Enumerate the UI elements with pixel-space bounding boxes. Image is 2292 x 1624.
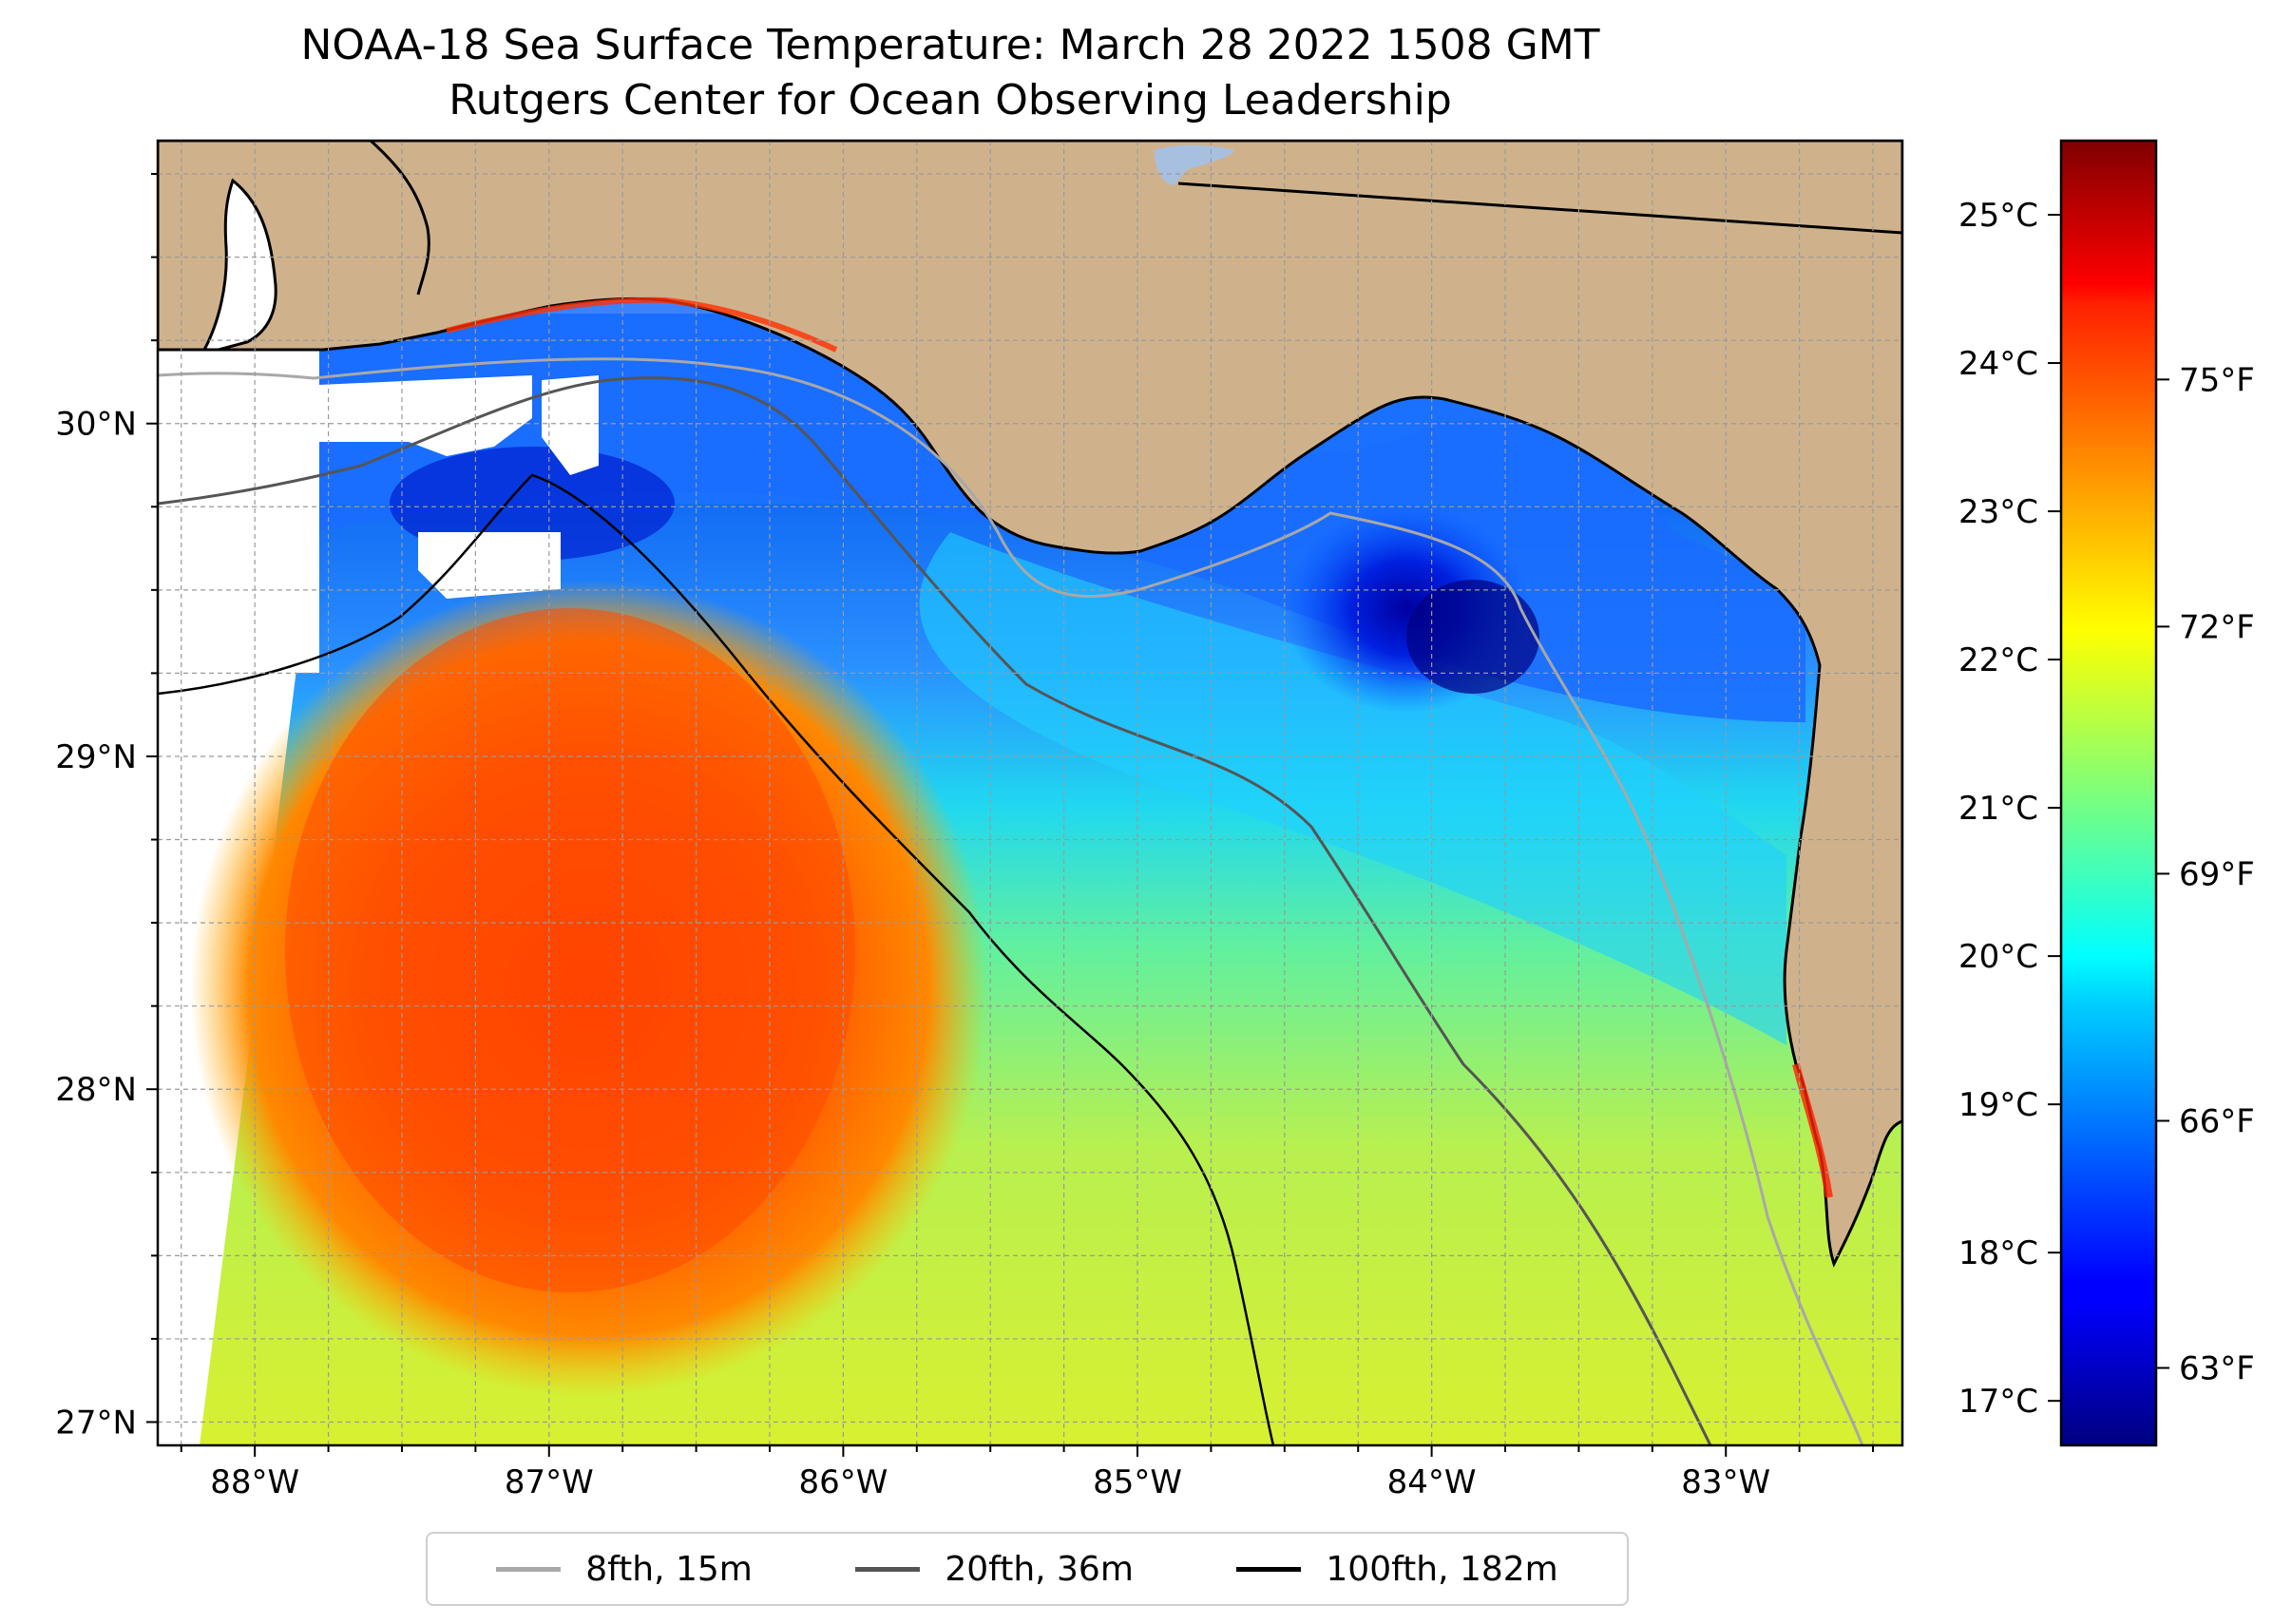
isobath-20fth bbox=[158, 375, 1712, 1445]
fahrenheit-tick-label: 66°F bbox=[2179, 1102, 2255, 1140]
lat-tick-label: 28°N bbox=[55, 1071, 137, 1109]
colorbar-celsius-axis: 17°C 18°C 19°C 20°C 21°C 22°C 23°C 24°C 25°C bbox=[1958, 197, 2061, 1421]
legend-label-8fth: 8fth, 15m bbox=[585, 1549, 753, 1589]
fahrenheit-tick-label: 75°F bbox=[2179, 361, 2255, 399]
state-boundary bbox=[1177, 182, 1902, 235]
title-line-2: Rutgers Center for Ocean Observing Leade… bbox=[449, 76, 1452, 124]
lon-tick-label: 85°W bbox=[1093, 1463, 1182, 1501]
map-frame bbox=[156, 139, 1904, 1447]
lake bbox=[1155, 144, 1235, 185]
colorbar-fahrenheit-axis: 63°F 66°F 69°F 72°F 75°F bbox=[2156, 361, 2255, 1388]
colorbar bbox=[2059, 139, 2158, 1447]
fahrenheit-tick-label: 69°F bbox=[2179, 855, 2255, 893]
celsius-tick-label: 22°C bbox=[1958, 641, 2038, 679]
celsius-tick-label: 23°C bbox=[1958, 493, 2038, 531]
celsius-tick-label: 20°C bbox=[1958, 938, 2038, 976]
lat-tick-label: 29°N bbox=[55, 738, 137, 776]
celsius-tick-label: 19°C bbox=[1958, 1086, 2038, 1124]
lon-tick-label: 86°W bbox=[798, 1463, 888, 1501]
isobath-8fth bbox=[158, 357, 1864, 1445]
title-line-1: NOAA-18 Sea Surface Temperature: March 2… bbox=[300, 21, 1600, 69]
legend-swatch-100fth bbox=[1236, 1566, 1302, 1572]
fahrenheit-tick-label: 72°F bbox=[2179, 608, 2255, 646]
legend-swatch-8fth bbox=[496, 1566, 562, 1572]
legend-label-20fth: 20fth, 36m bbox=[945, 1549, 1134, 1589]
celsius-tick-label: 21°C bbox=[1958, 790, 2038, 828]
lon-tick-label: 88°W bbox=[210, 1463, 299, 1501]
isobath-100fth bbox=[158, 473, 1275, 1445]
lat-tick-label: 30°N bbox=[55, 406, 137, 444]
celsius-tick-label: 18°C bbox=[1958, 1234, 2038, 1272]
lon-tick-label: 84°W bbox=[1387, 1463, 1477, 1501]
lon-tick-label: 87°W bbox=[505, 1463, 594, 1501]
celsius-tick-label: 25°C bbox=[1958, 197, 2038, 235]
sst-field bbox=[158, 141, 1902, 1445]
lon-tick-label: 83°W bbox=[1681, 1463, 1770, 1501]
latitude-axis: 27°N 28°N 29°N 30°N bbox=[55, 173, 158, 1442]
legend-item-100fth: 100fth, 182m bbox=[1236, 1549, 1558, 1589]
isobath-legend: 8fth, 15m 20fth, 36m 100fth, 182m bbox=[426, 1532, 1629, 1606]
celsius-tick-label: 17°C bbox=[1958, 1383, 2038, 1421]
longitude-axis: 88°W 87°W 86°W 85°W 84°W 83°W bbox=[180, 1445, 1875, 1501]
legend-label-100fth: 100fth, 182m bbox=[1326, 1549, 1558, 1589]
legend-item-8fth: 8fth, 15m bbox=[496, 1550, 753, 1589]
fahrenheit-tick-label: 63°F bbox=[2179, 1350, 2255, 1388]
legend-item-20fth: 20fth, 36m bbox=[855, 1550, 1134, 1589]
gridlines bbox=[158, 141, 1902, 1445]
legend-swatch-20fth bbox=[855, 1566, 921, 1572]
lat-tick-label: 27°N bbox=[55, 1404, 137, 1442]
celsius-tick-label: 24°C bbox=[1958, 345, 2038, 383]
